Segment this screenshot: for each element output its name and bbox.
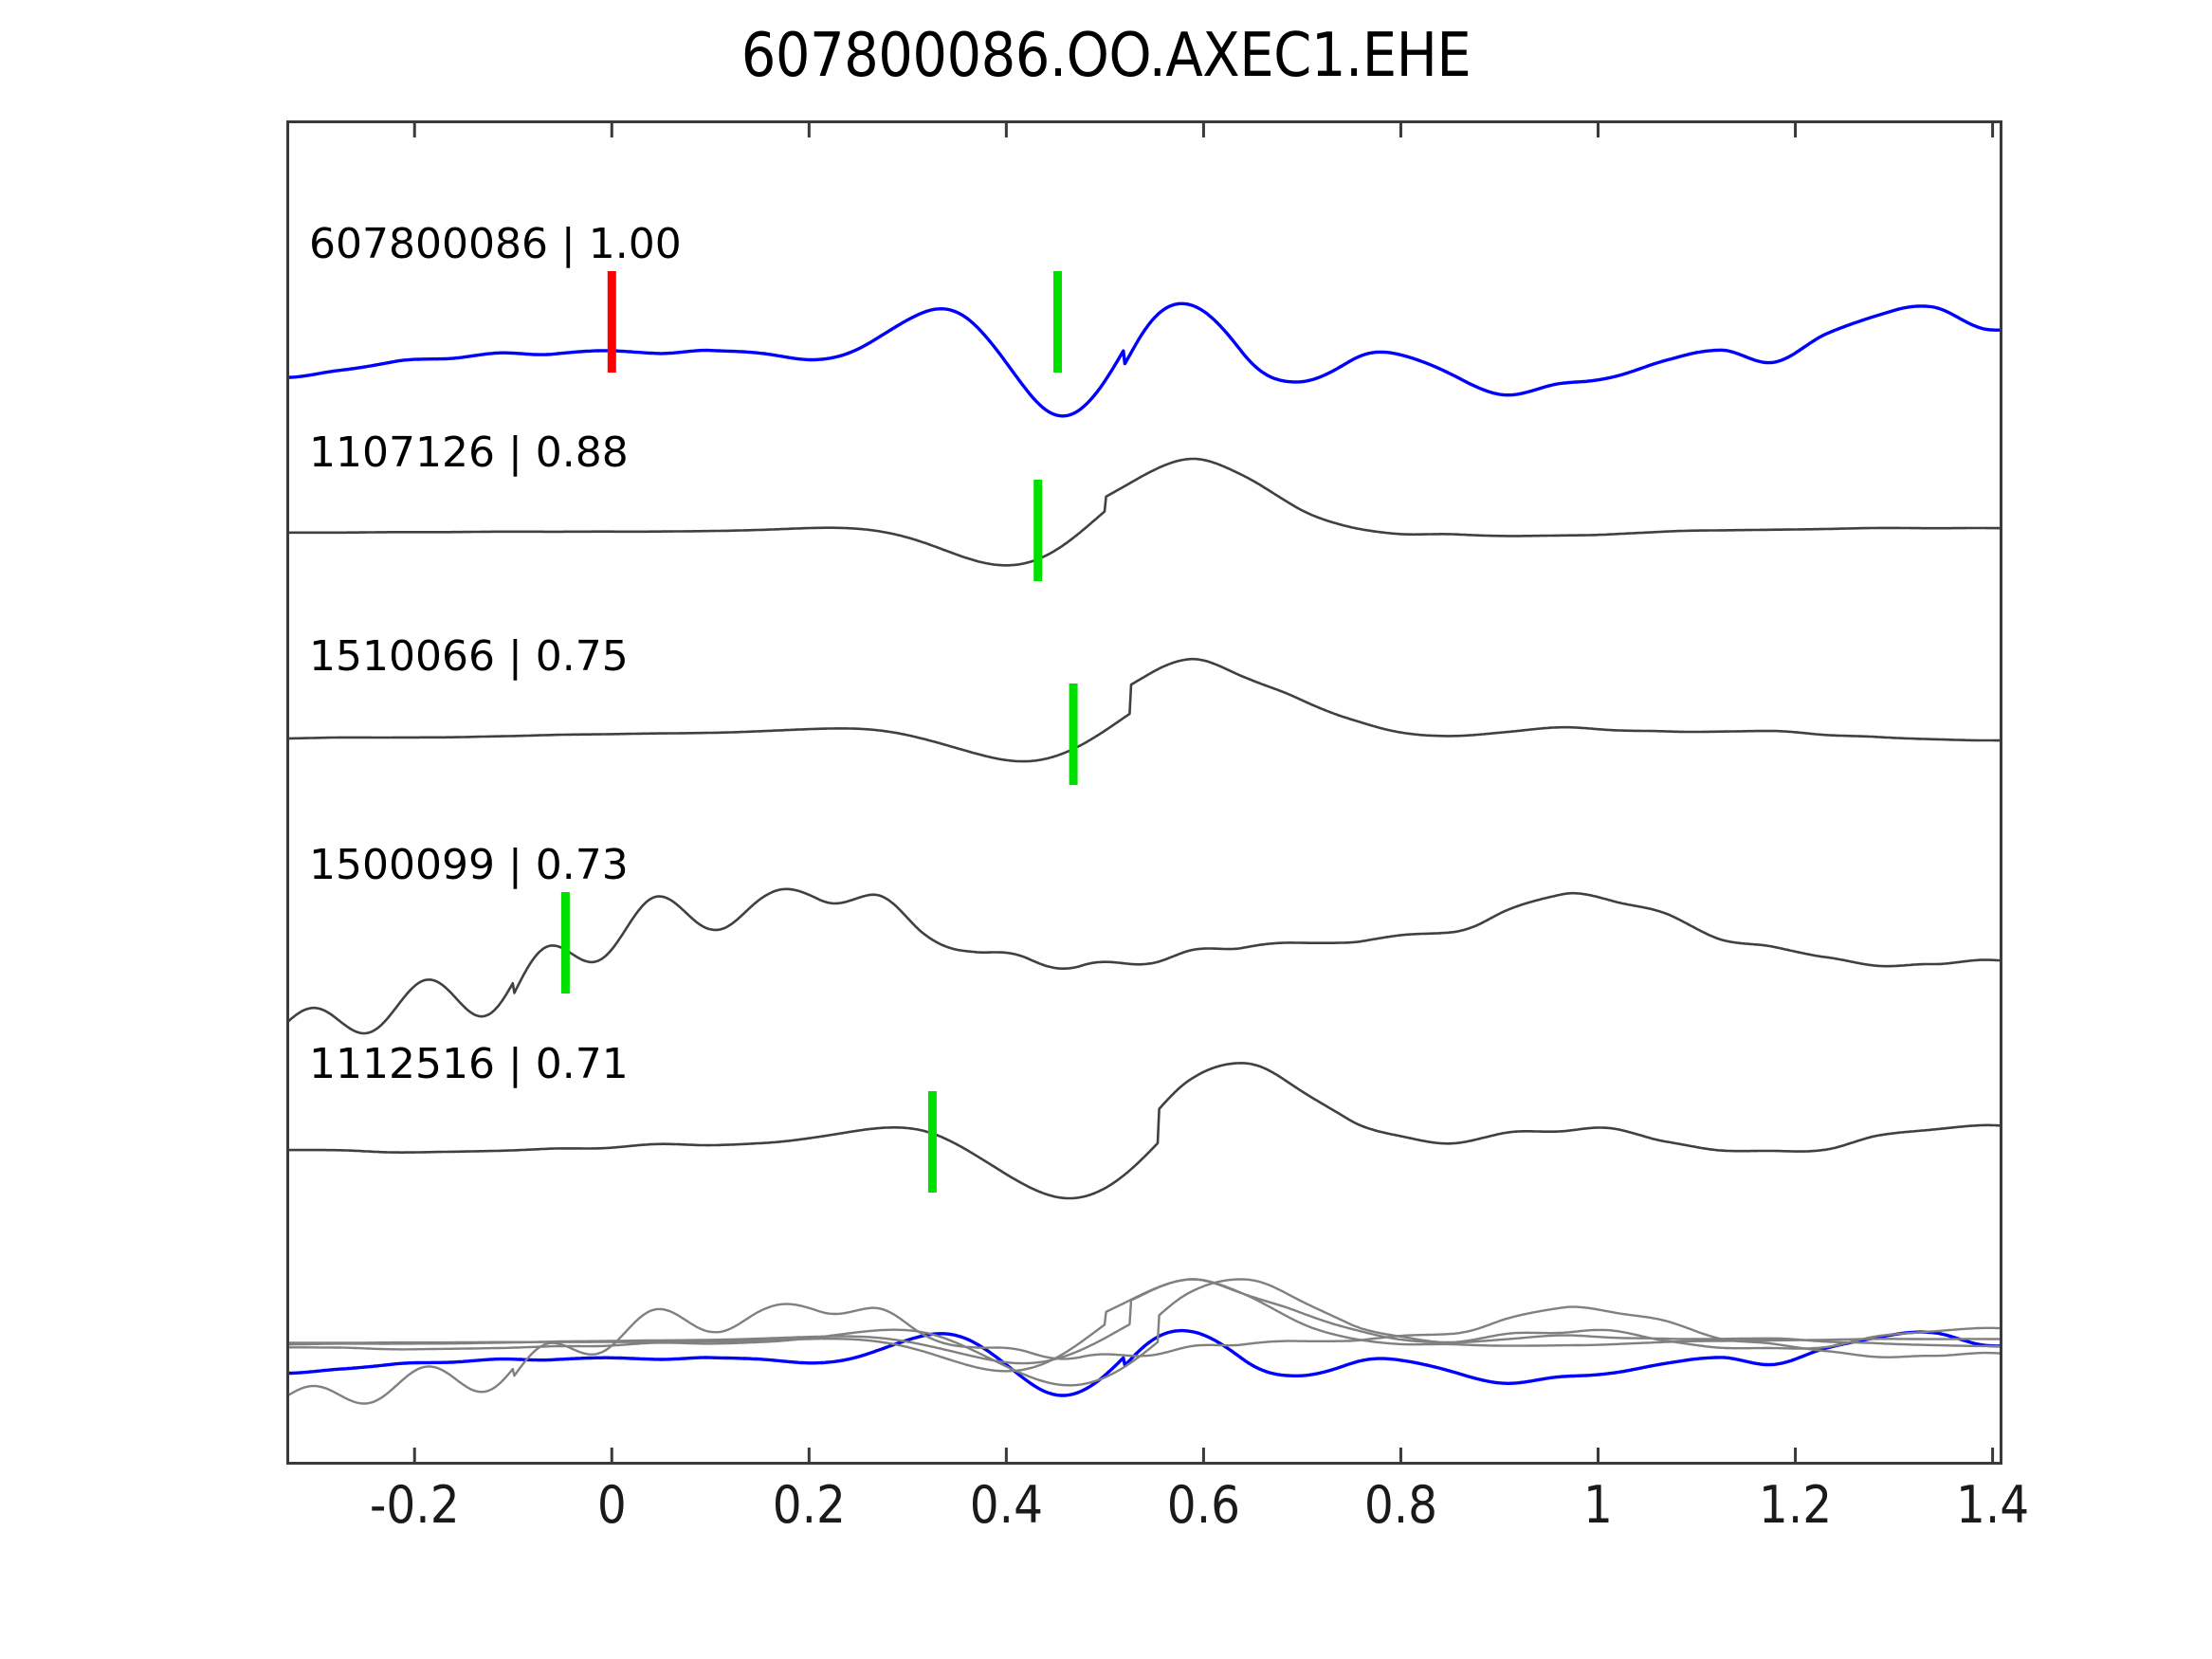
x-tick-label-0: -0.2 <box>369 1475 460 1535</box>
page-title: 607800086.OO.AXEC1.EHE <box>740 21 1472 91</box>
waveform-trace-1112516 <box>286 1062 2002 1200</box>
x-axis-tick-labels: -0.2 0 0.2 0.4 0.6 0.8 1 1.2 1.4 <box>286 1475 2029 1551</box>
x-tick-label-7: 1.2 <box>1758 1475 1833 1535</box>
x-tick-label-2: 0.2 <box>772 1475 846 1535</box>
pick-marker-origin-607800086 <box>607 271 616 373</box>
x-tick-label-3: 0.4 <box>969 1475 1043 1535</box>
x-tick-label-1: 0 <box>596 1475 627 1535</box>
pick-marker-phase-1500099 <box>560 892 570 994</box>
overlay-trace-1500099 <box>286 1303 2002 1405</box>
x-tick-label-8: 1.4 <box>1955 1475 2030 1535</box>
trace-label-1510066: 1510066 | 0.75 <box>309 632 629 681</box>
x-tick-label-5: 0.8 <box>1363 1475 1438 1535</box>
trace-label-1107126: 1107126 | 0.88 <box>309 428 629 477</box>
overlay-trace-1510066 <box>286 1278 2002 1365</box>
pick-marker-phase-1107126 <box>1033 480 1043 581</box>
trace-label-1112516: 1112516 | 0.71 <box>309 1040 629 1088</box>
plot-area <box>286 120 2002 1465</box>
pick-marker-phase-1510066 <box>1069 684 1078 785</box>
overlay-trace-607800086 <box>286 1328 2002 1397</box>
waveform-trace-1107126 <box>286 457 2002 567</box>
trace-label-1500099: 1500099 | 0.73 <box>309 841 629 889</box>
x-tick-label-6: 1 <box>1583 1475 1613 1535</box>
pick-marker-phase-1112516 <box>927 1091 937 1193</box>
waveform-canvas <box>286 120 2002 1465</box>
pick-marker-phase-607800086 <box>1053 271 1062 373</box>
trace-label-607800086: 607800086 | 1.00 <box>309 220 682 268</box>
waveform-trace-607800086 <box>286 301 2002 418</box>
overlay-trace-1112516 <box>286 1278 2002 1387</box>
waveform-trace-1500099 <box>286 887 2002 1035</box>
waveform-trace-1510066 <box>286 657 2002 763</box>
x-tick-label-4: 0.6 <box>1166 1475 1241 1535</box>
